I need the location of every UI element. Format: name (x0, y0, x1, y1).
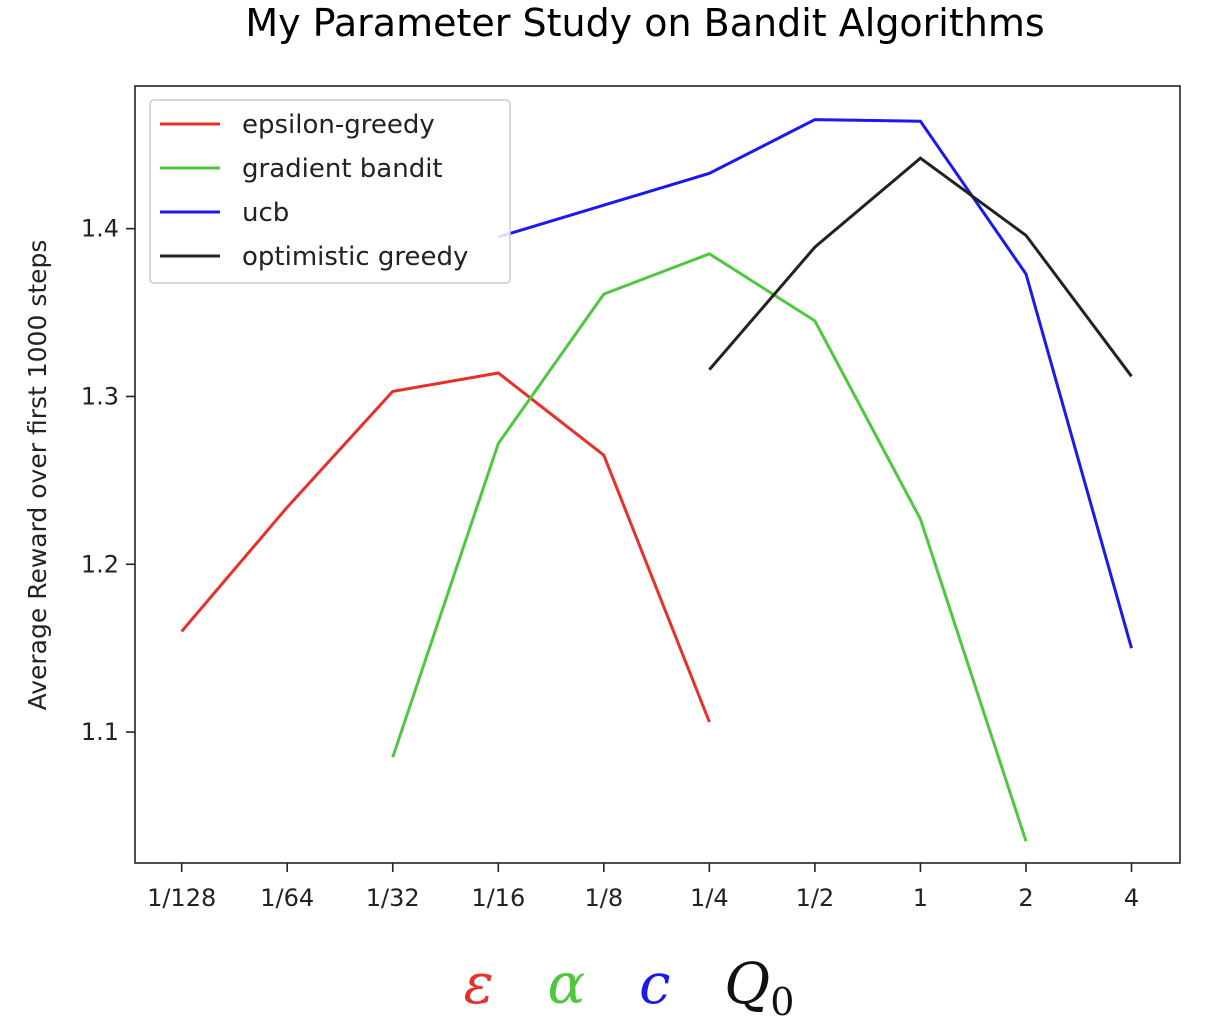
legend-label: epsilon-greedy (242, 110, 435, 140)
x-tick-label: 4 (1124, 884, 1139, 912)
chart-title: My Parameter Study on Bandit Algorithms (245, 1, 1045, 45)
c-symbol: c (639, 952, 671, 1017)
legend: epsilon-greedy gradient bandit ucb optimist… (149, 99, 511, 284)
x-axis: 1/128 1/64 1/32 1/16 1/8 1/4 1/2 1 2 4 (147, 863, 1139, 912)
x-tick-label: 1/8 (585, 884, 624, 912)
y-tick-label: 1.3 (81, 382, 119, 410)
y-tick-label: 1.4 (81, 215, 119, 243)
legend-label: optimistic greedy (242, 242, 468, 272)
epsilon-symbol: ε (463, 952, 494, 1017)
x-tick-label: 2 (1018, 884, 1033, 912)
series-line-ucb (497, 118, 1133, 649)
series-line-gradient-bandit (391, 252, 1028, 842)
x-tick-label: 1/4 (690, 884, 729, 912)
legend-label: gradient bandit (242, 154, 443, 184)
y-axis-label: Average Reward over first 1000 steps (23, 240, 52, 711)
x-tick-label: 1/2 (796, 884, 835, 912)
chart-svg: 1/128 1/64 1/32 1/16 1/8 1/4 1/2 1 2 4 1.11.21.31… (23, 85, 1181, 912)
q0-subscript: 0 (770, 980, 795, 1024)
y-axis: 1.1 1.2 1.3 1.4 (81, 215, 135, 746)
y-tick-label: 1.1 (81, 718, 119, 746)
plot-area-frame (134, 85, 1181, 864)
legend-box (149, 99, 511, 284)
x-tick-label: 1/64 (260, 884, 314, 912)
y-tick-label: 1.2 (81, 550, 119, 578)
series-line-optimistic-greedy (708, 156, 1133, 378)
q0-symbol: Q0 (724, 952, 795, 1024)
x-tick-label: 1 (913, 884, 928, 912)
series-lines (180, 118, 1133, 842)
legend-label: ucb (242, 198, 289, 228)
x-tick-label: 1/32 (366, 884, 420, 912)
parameter-symbols: ε α c Q0 (0, 945, 1206, 1030)
x-tick-label: 1/16 (471, 884, 525, 912)
x-tick-label: 1/128 (147, 884, 216, 912)
series-line-epsilon-greedy (180, 371, 711, 723)
alpha-symbol: α (547, 952, 586, 1017)
